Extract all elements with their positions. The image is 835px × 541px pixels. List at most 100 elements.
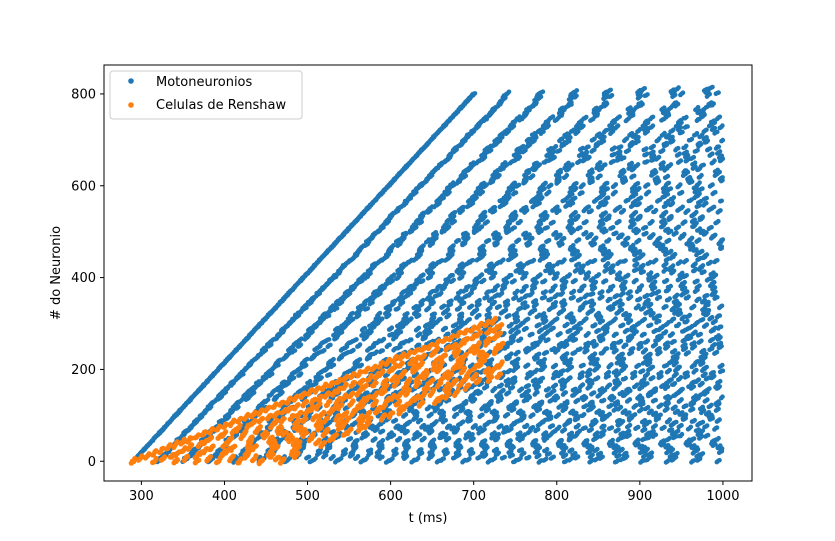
motoneuron-spike [482, 438, 488, 443]
motoneuron-spike [716, 333, 721, 338]
motoneuron-spike [509, 351, 514, 357]
motoneuron-spike [363, 430, 369, 435]
motoneuron-spike [717, 457, 722, 463]
motoneuron-spike [653, 423, 658, 428]
motoneuron-spike [704, 364, 709, 370]
motoneuron-spike [674, 419, 679, 425]
motoneuron-spike [672, 339, 677, 344]
motoneuron-spike [587, 367, 593, 373]
motoneuron-spike [591, 338, 597, 344]
motoneuron-spike [359, 362, 365, 368]
motoneuron-spike [380, 428, 386, 434]
motoneuron-spike [592, 351, 598, 357]
motoneuron-spike [659, 402, 664, 408]
motoneuron-spike [623, 342, 629, 348]
motoneuron-spike [720, 368, 726, 374]
motoneuron-spike [575, 414, 581, 419]
motoneuron-spike [575, 454, 581, 459]
motoneuron-spike [632, 369, 638, 375]
motoneuron-spike [546, 386, 552, 391]
motoneuron-spike [647, 419, 652, 425]
motoneuron-spike [650, 364, 656, 370]
motoneuron-spike [507, 313, 512, 318]
motoneuron-spike [535, 427, 541, 432]
motoneuron-spike [518, 430, 523, 436]
motoneuron-spike [544, 349, 550, 355]
motoneuron-spike [502, 454, 508, 460]
motoneuron-spike [613, 316, 618, 321]
motoneuron-spike [530, 425, 536, 430]
motoneuron-spike [413, 408, 419, 414]
motoneuron-spike [694, 367, 699, 373]
motoneuron-spike [623, 375, 628, 381]
motoneuron-spike [470, 450, 476, 456]
motoneuron-spike [541, 311, 547, 316]
motoneuron-spike [595, 446, 600, 452]
motoneuron-spike [543, 430, 549, 435]
motoneuron-spike [419, 447, 424, 452]
motoneuron-spike [643, 452, 649, 458]
motoneuron-spike [556, 412, 562, 417]
motoneuron-spike [679, 397, 684, 402]
motoneuron-spike [397, 436, 403, 441]
motoneuron-spike [393, 446, 399, 452]
motoneuron-spike [496, 431, 502, 437]
motoneuron-spike [313, 456, 318, 461]
motoneuron-spike [578, 346, 583, 352]
motoneuron-spike [592, 417, 598, 423]
motoneuron-spike [617, 452, 622, 458]
motoneuron-spike [620, 446, 625, 452]
motoneuron-spike [567, 417, 573, 423]
motoneuron-spike [561, 368, 566, 373]
motoneuron-spike [701, 347, 707, 353]
motoneuron-spike [489, 357, 495, 362]
motoneuron-spike [552, 346, 557, 351]
motoneuron-spike [470, 432, 475, 437]
motoneuron-spike [303, 385, 309, 390]
motoneuron-spike [692, 443, 697, 448]
motoneuron-spike [576, 422, 581, 428]
motoneuron-spike [709, 315, 715, 320]
motoneuron-spike [550, 423, 556, 428]
motoneuron-spike [595, 430, 600, 436]
motoneuron-spike [630, 346, 636, 351]
motoneuron-spike [653, 397, 658, 403]
motoneuron-spike [551, 454, 556, 460]
motoneuron-spike [643, 347, 649, 353]
motoneuron-spike [518, 408, 523, 414]
motoneuron-spike [503, 307, 509, 313]
motoneuron-spike [554, 316, 560, 321]
motoneuron-spike [642, 427, 648, 432]
motoneuron-spike [422, 435, 427, 441]
motoneuron-spike [692, 340, 697, 345]
motoneuron-spike [642, 316, 648, 322]
motoneuron-spike [482, 426, 487, 432]
motoneuron-spike [434, 419, 439, 424]
motoneuron-spike [409, 337, 414, 342]
motoneuron-spike [457, 437, 462, 443]
motoneuron-spike [706, 307, 712, 313]
motoneuron-spike [492, 430, 497, 435]
motoneuron-spike [704, 322, 710, 327]
motoneuron-spike [667, 367, 672, 373]
motoneuron-spike [620, 322, 626, 328]
motoneuron-spike [441, 456, 447, 461]
motoneuron-spike [691, 436, 697, 441]
motoneuron-spike [377, 310, 383, 316]
motoneuron-spike [478, 425, 483, 431]
motoneuron-spike [675, 450, 680, 456]
motoneuron-spike [624, 450, 629, 456]
motoneuron-spike [709, 402, 714, 408]
motoneuron-spike [700, 451, 706, 456]
motoneuron-spike [455, 426, 461, 432]
motoneuron-spike [649, 408, 654, 414]
motoneuron-spike [265, 397, 271, 402]
motoneuron-spike [525, 316, 531, 322]
motoneuron-spike [659, 370, 664, 375]
motoneuron-spike [626, 428, 632, 434]
motoneuron-spike [480, 412, 485, 418]
motoneuron-spike [440, 430, 446, 436]
motoneuron-spike [706, 410, 712, 415]
motoneuron-spike [444, 447, 449, 452]
